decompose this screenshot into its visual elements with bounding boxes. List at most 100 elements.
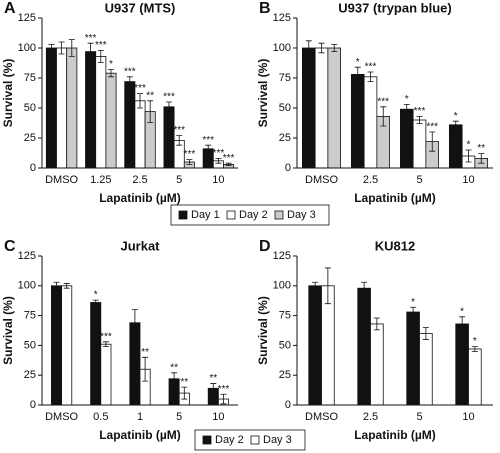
error-bar xyxy=(166,101,173,112)
significance-label: * xyxy=(467,140,471,151)
significance-label: *** xyxy=(202,135,214,146)
error-bar xyxy=(107,69,114,78)
error-bar xyxy=(87,42,94,61)
y-tick-label: 125 xyxy=(18,12,36,24)
error-bar xyxy=(331,44,338,52)
bar xyxy=(100,343,112,406)
chart-title: Jurkat xyxy=(120,238,160,253)
y-tick-label: 25 xyxy=(279,132,291,144)
error-bar xyxy=(225,162,232,166)
bar xyxy=(314,47,329,169)
x-tick-label: 10 xyxy=(462,174,474,186)
legend-swatch xyxy=(202,435,212,445)
error-bar xyxy=(210,383,217,394)
x-axis-label: Lapatinib (µM) xyxy=(354,428,436,442)
legend-box xyxy=(170,204,330,226)
y-tick-label: 100 xyxy=(273,42,291,54)
error-bar xyxy=(186,159,193,165)
significance-label: *** xyxy=(134,83,146,94)
x-tick-label: 0.5 xyxy=(93,411,108,423)
x-axis-label: Lapatinib (µM) xyxy=(354,191,436,205)
y-tick-label: 25 xyxy=(24,369,36,381)
y-tick-label: 25 xyxy=(279,369,291,381)
error-bar xyxy=(312,281,319,290)
bar xyxy=(95,56,107,169)
y-axis-label: Survival (%) xyxy=(256,296,270,365)
significance-label: * xyxy=(460,306,464,317)
y-tick-label: 100 xyxy=(18,280,36,292)
legend-label: Day 2 xyxy=(239,209,268,221)
significance-label: *** xyxy=(85,33,97,44)
y-tick-label: 75 xyxy=(279,310,291,322)
error-bar xyxy=(220,393,227,405)
y-axis-label: Survival (%) xyxy=(256,59,270,128)
bar xyxy=(45,47,57,169)
error-bar xyxy=(324,267,331,305)
legend-label: Day 3 xyxy=(263,434,292,446)
x-tick-label: 10 xyxy=(462,411,474,423)
error-bar xyxy=(131,309,138,337)
significance-label: ** xyxy=(209,373,217,384)
significance-label: *** xyxy=(426,122,438,133)
panel-letter: D xyxy=(259,238,271,255)
significance-label: *** xyxy=(365,62,377,73)
bar xyxy=(85,51,97,169)
legend-label: Day 3 xyxy=(287,209,316,221)
error-bar xyxy=(147,100,154,123)
y-tick-label: 125 xyxy=(273,12,291,24)
error-bar xyxy=(354,66,361,82)
error-bar xyxy=(416,116,423,124)
bar xyxy=(66,47,78,169)
error-bar xyxy=(205,144,212,153)
y-tick-label: 50 xyxy=(24,339,36,351)
error-bar xyxy=(380,106,387,127)
significance-label: *** xyxy=(100,331,112,342)
bar xyxy=(406,311,420,406)
bar xyxy=(419,333,433,406)
significance-label: *** xyxy=(223,153,235,164)
significance-label: *** xyxy=(184,149,196,160)
legend-label: Day 1 xyxy=(191,209,220,221)
bar xyxy=(370,323,384,406)
error-bar xyxy=(215,158,222,164)
significance-label: * xyxy=(473,336,477,347)
x-axis-label: Lapatinib (µM) xyxy=(99,428,181,442)
y-tick-label: 0 xyxy=(30,399,36,411)
y-tick-label: 125 xyxy=(18,250,36,262)
error-bar xyxy=(305,40,312,56)
bar xyxy=(124,81,136,169)
legend-swatch xyxy=(274,210,284,220)
error-bar xyxy=(478,153,485,164)
legend-box xyxy=(194,429,306,451)
error-bar xyxy=(176,135,183,146)
y-tick-label: 0 xyxy=(285,162,291,174)
error-bar xyxy=(48,44,55,52)
significance-label: ** xyxy=(170,362,178,373)
x-tick-label: 1.25 xyxy=(90,174,111,186)
x-tick-label: 2.5 xyxy=(363,174,378,186)
error-bar xyxy=(367,71,374,82)
panel-letter: B xyxy=(259,0,271,17)
bar xyxy=(412,119,427,169)
bar xyxy=(134,100,146,169)
error-bar xyxy=(126,76,133,87)
bar xyxy=(327,47,342,169)
y-axis-label: Survival (%) xyxy=(1,59,15,128)
y-tick-label: 25 xyxy=(24,132,36,144)
significance-label: *** xyxy=(213,148,225,159)
x-tick-label: 5 xyxy=(176,174,182,186)
y-tick-label: 50 xyxy=(279,102,291,114)
error-bar xyxy=(422,327,429,340)
panel-letter: A xyxy=(4,0,16,17)
chart-title: U937 (MTS) xyxy=(105,0,176,15)
y-tick-label: 50 xyxy=(24,102,36,114)
significance-label: ** xyxy=(180,377,188,388)
error-bar xyxy=(102,341,109,347)
y-tick-label: 75 xyxy=(24,72,36,84)
bar xyxy=(455,323,469,406)
bar xyxy=(357,287,371,406)
significance-label: * xyxy=(454,111,458,122)
error-bar xyxy=(142,356,149,382)
significance-label: ** xyxy=(477,143,485,154)
